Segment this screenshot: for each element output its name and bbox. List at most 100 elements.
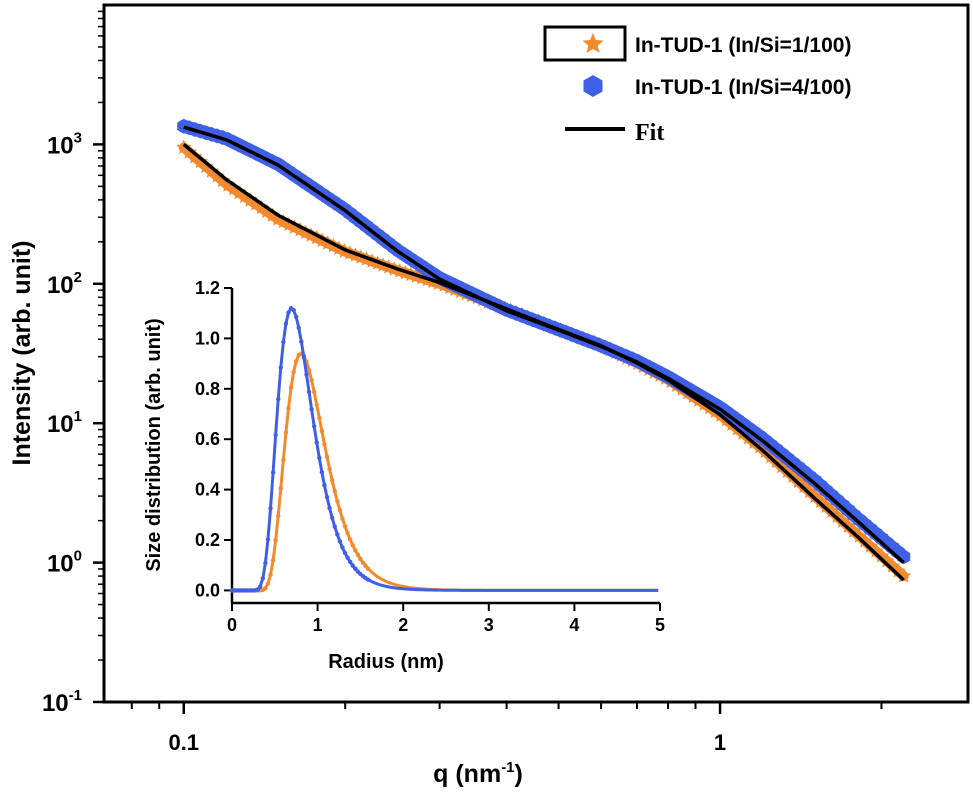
inset-point (299, 339, 304, 344)
main-series (176, 118, 912, 583)
inset-point (340, 545, 345, 550)
series-orange-markers (176, 139, 912, 583)
inset-point (301, 355, 307, 360)
inset-point (355, 552, 361, 558)
y-tick-label: 102 (47, 269, 82, 299)
inset-series-blue (229, 306, 659, 593)
inset-point (332, 488, 337, 494)
inset-point (350, 543, 355, 548)
inset-point (353, 566, 358, 571)
inset-point (286, 406, 291, 411)
inset-point (270, 558, 276, 563)
inset-point (283, 430, 289, 435)
inset-point (332, 524, 337, 529)
inset-point (365, 577, 371, 582)
inset-point (353, 548, 358, 553)
inset-point (260, 576, 266, 581)
inset-y-tick-label: 0.4 (195, 480, 220, 500)
inset-point (358, 556, 363, 562)
inset-point (329, 515, 335, 521)
y-axis-title: Intensity (arb. unit) (8, 241, 36, 466)
inset-point (314, 440, 319, 445)
y-tick-label: 101 (47, 408, 82, 438)
inset-point (319, 469, 325, 475)
y-tick-label: 100 (47, 548, 82, 578)
series-orange-band (178, 142, 909, 582)
x-axis-title: q (nm-1) (433, 759, 523, 788)
inset-point (342, 524, 348, 529)
inset-point (319, 428, 325, 434)
inset-point (337, 508, 343, 513)
inset-point (283, 321, 289, 326)
inset-point (363, 563, 368, 568)
inset-y-tick-label: 0.8 (195, 379, 220, 399)
inset-point (327, 466, 332, 472)
inset-point (281, 457, 286, 463)
inset-point (273, 538, 278, 543)
inset-point (345, 531, 350, 536)
inset-point (347, 559, 353, 565)
inset-point (278, 365, 283, 370)
inset-point (309, 378, 314, 383)
inset-point (294, 314, 299, 320)
legend-label-fit: Fit (635, 120, 664, 146)
series-orange-point (896, 568, 912, 583)
inset-point (265, 537, 271, 542)
legend-hexagon-marker (583, 75, 603, 97)
inset-y-tick-label: 0.6 (195, 429, 220, 449)
inset-x-tick-label: 2 (398, 615, 408, 635)
inset-point (360, 560, 366, 565)
legend-label-series-1: In-TUD-1 (In/Si=1/100) (635, 34, 851, 57)
inset-point (365, 566, 371, 571)
inset-point (324, 494, 330, 500)
inset-point (309, 407, 314, 412)
inset-point (311, 389, 317, 395)
inset-point (276, 396, 281, 402)
inset-y-tick-label: 0.0 (195, 580, 220, 600)
inset-point (340, 516, 345, 521)
inset-point (258, 584, 263, 589)
y-tick-label: 10-1 (42, 687, 82, 717)
inset-point (278, 486, 283, 491)
inset-point (288, 385, 294, 390)
inset-curve (232, 306, 659, 592)
inset-x-axis-title: Radius (nm) (328, 651, 444, 673)
inset-point (342, 550, 348, 556)
inset-point (329, 478, 335, 483)
inset-point (291, 369, 296, 375)
inset-point (268, 572, 273, 577)
inset-point (265, 581, 271, 586)
inset-point (304, 372, 309, 377)
inset-point (335, 532, 340, 537)
x-tick-label: 0.1 (168, 730, 199, 755)
inset-point (306, 389, 312, 395)
inset-point (281, 339, 286, 345)
inset-point (255, 587, 260, 592)
legend-star-marker (582, 33, 604, 53)
inset-series (229, 306, 659, 593)
inset-point (317, 455, 322, 461)
series-blue-band (177, 119, 911, 564)
inset-point (327, 505, 332, 511)
series-blue-markers (177, 118, 911, 565)
inset-point (311, 424, 317, 429)
legend-highlight-box (543, 25, 627, 62)
fit-line-1 (182, 143, 905, 582)
inset-point (286, 310, 291, 315)
inset-x-tick-label: 3 (484, 615, 494, 635)
inset-point (350, 563, 355, 568)
inset-y-axis-title: Size distribution (arb. unit) (143, 318, 165, 571)
inset-x-tick-label: 1 (313, 615, 323, 635)
inset-point (294, 358, 299, 364)
inset-point (337, 539, 343, 544)
inset-point (276, 513, 281, 519)
inset-x-tick-label: 4 (569, 615, 579, 635)
legend-label-series-2: In-TUD-1 (In/Si=4/100) (635, 76, 851, 99)
inset-point (263, 585, 268, 591)
inset-y-tick-label: 1.0 (195, 328, 220, 348)
inset-point (317, 415, 322, 421)
inset-point (347, 537, 353, 542)
inset-x-tick-label: 0 (227, 615, 237, 635)
